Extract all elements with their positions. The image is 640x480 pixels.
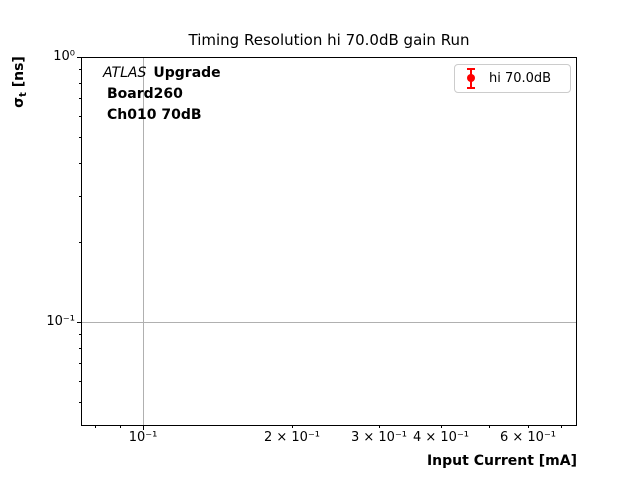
x-tick: [528, 426, 529, 428]
annotation-experiment-suffix: Upgrade: [153, 65, 221, 81]
annotation-experiment: ATLAS: [103, 65, 147, 81]
annotation-channel: Ch010 70dB: [107, 107, 202, 123]
y-tick: [79, 69, 81, 70]
x-tick: [561, 426, 562, 428]
x-tick: [292, 426, 293, 428]
y-tick: [79, 402, 81, 403]
x-tick: [120, 426, 121, 428]
x-tick: [379, 426, 380, 428]
errorbar-dot: [467, 74, 475, 82]
errorbar-cap-top: [467, 68, 475, 70]
y-tick: [77, 57, 81, 58]
y-tick-label: 10⁰: [53, 49, 75, 64]
annotation-board: Board260: [107, 86, 183, 102]
y-tick: [79, 83, 81, 84]
legend: hi 70.0dB: [454, 64, 571, 93]
annotation-line-1: ATLAS Upgrade: [103, 63, 221, 84]
plot-annotation: ATLAS Upgrade Board260 Ch010 70dB: [103, 63, 221, 126]
y-tick: [79, 381, 81, 382]
x-tick-label: 3 × 10⁻¹: [350, 430, 408, 445]
y-tick: [79, 242, 81, 243]
grid-line-vertical: [143, 58, 144, 425]
x-tick-label: 6 × 10⁻¹: [499, 430, 557, 445]
legend-label: hi 70.0dB: [489, 71, 552, 86]
y-tick: [79, 163, 81, 164]
y-tick: [79, 116, 81, 117]
y-tick: [79, 196, 81, 197]
errorbar-cap-bottom: [467, 87, 475, 89]
y-tick: [79, 98, 81, 99]
y-tick: [79, 363, 81, 364]
y-tick: [79, 348, 81, 349]
x-tick: [143, 426, 144, 430]
plot-area: [81, 57, 577, 426]
grid-line-horizontal: [82, 322, 576, 323]
x-tick: [95, 426, 96, 428]
y-tick: [79, 137, 81, 138]
x-tick: [441, 426, 442, 428]
x-axis-label: Input Current [mA]: [426, 453, 577, 469]
errorbar-marker-icon: [464, 68, 478, 89]
y-tick: [77, 322, 81, 323]
x-tick-label: 10⁻¹: [128, 430, 158, 445]
y-tick-label: 10⁻¹: [46, 314, 75, 329]
y-tick: [79, 334, 81, 335]
chart-title: Timing Resolution hi 70.0dB gain Run: [188, 31, 470, 49]
x-tick-label: 4 × 10⁻¹: [412, 430, 470, 445]
x-tick: [489, 426, 490, 428]
x-tick-label: 2 × 10⁻¹: [263, 430, 321, 445]
